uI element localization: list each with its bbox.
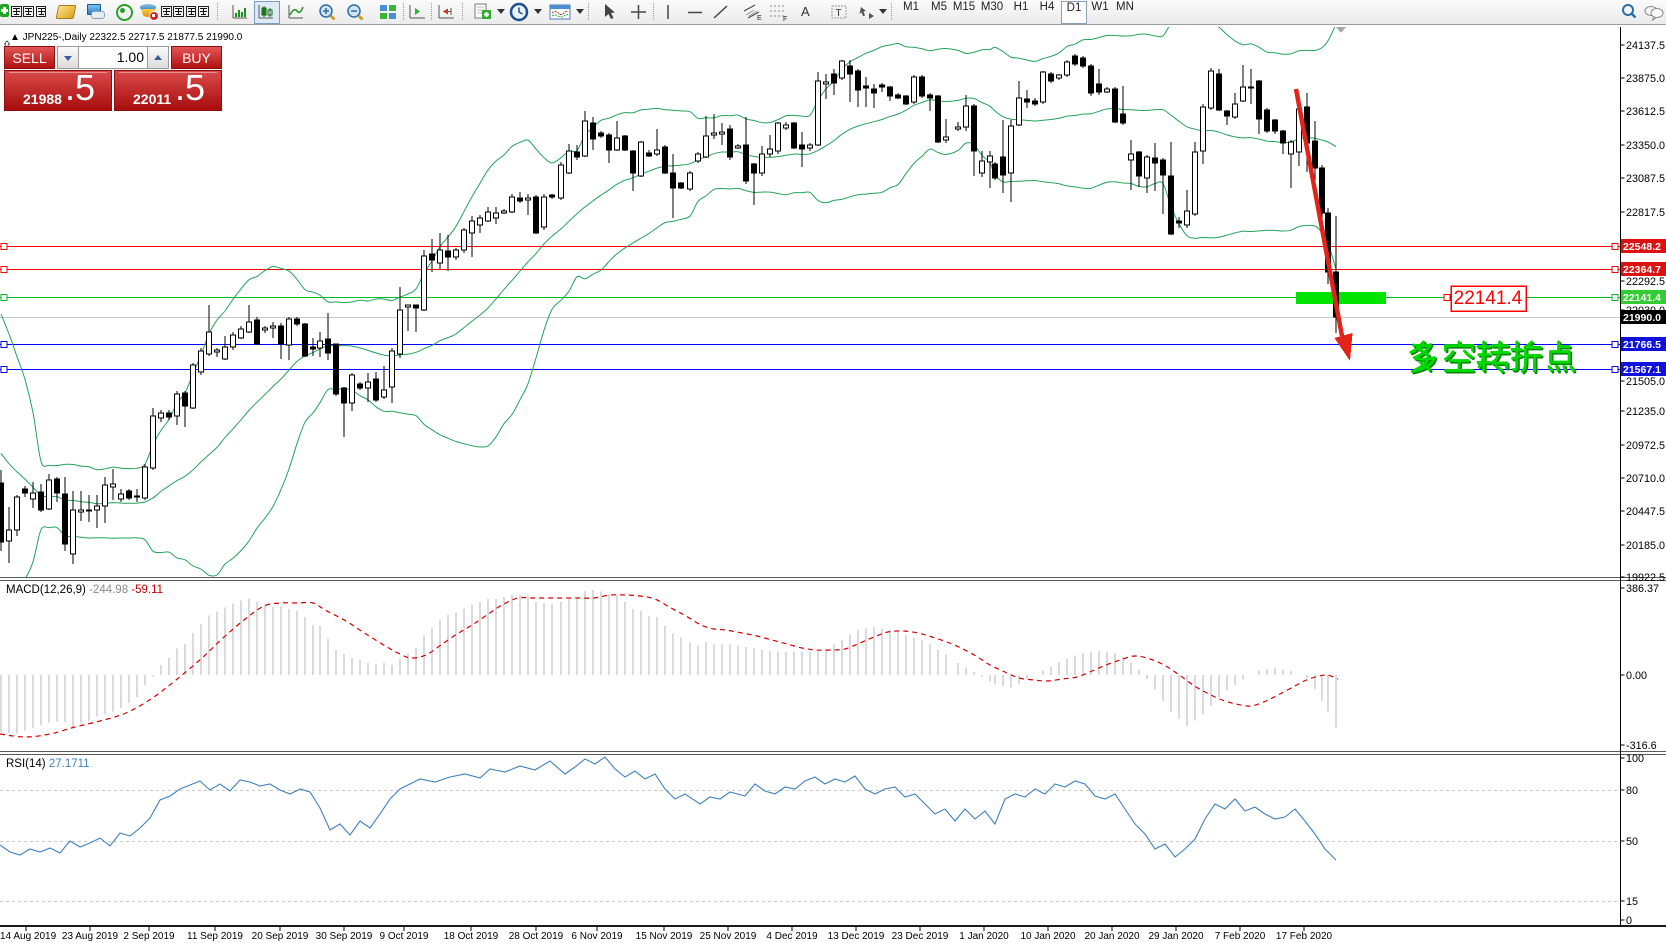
svg-text:21990.0: 21990.0 <box>1623 312 1661 324</box>
svg-text:22292.5: 22292.5 <box>1626 276 1665 288</box>
svg-text:18 Oct 2019: 18 Oct 2019 <box>444 931 499 942</box>
svg-text:21235.0: 21235.0 <box>1626 406 1665 418</box>
svg-text:24137.5: 24137.5 <box>1626 40 1665 52</box>
svg-text:11 Sep 2019: 11 Sep 2019 <box>187 931 243 942</box>
svg-text:▲ JPN225-,Daily 22322.5 22717: ▲ JPN225-,Daily 22322.5 22717.5 21877.5 … <box>10 32 243 43</box>
svg-text:50: 50 <box>1626 836 1638 848</box>
svg-text:14 Aug 2019: 14 Aug 2019 <box>0 931 57 942</box>
svg-text:23612.5: 23612.5 <box>1626 106 1665 118</box>
svg-text:21766.5: 21766.5 <box>1623 339 1661 351</box>
svg-text:E: E <box>757 15 762 22</box>
svg-text:21567.1: 21567.1 <box>1623 364 1661 376</box>
svg-text:-316.6: -316.6 <box>1626 740 1657 752</box>
svg-text:80: 80 <box>1626 785 1638 797</box>
svg-text:20 Sep 2019: 20 Sep 2019 <box>252 931 309 942</box>
svg-text:RSI(14) 27.1711: RSI(14) 27.1711 <box>6 758 90 770</box>
svg-text:100: 100 <box>1626 753 1644 765</box>
svg-text:13 Dec 2019: 13 Dec 2019 <box>828 931 885 942</box>
svg-text:20 Jan 2020: 20 Jan 2020 <box>1084 931 1139 942</box>
svg-text:10 Jan 2020: 10 Jan 2020 <box>1020 931 1075 942</box>
svg-text:25 Nov 2019: 25 Nov 2019 <box>700 931 757 942</box>
svg-text:23 Dec 2019: 23 Dec 2019 <box>892 931 949 942</box>
svg-text:386.37: 386.37 <box>1626 583 1659 595</box>
svg-text:22141.4: 22141.4 <box>1454 288 1523 309</box>
svg-text:28 Oct 2019: 28 Oct 2019 <box>509 931 564 942</box>
svg-text:23 Aug 2019: 23 Aug 2019 <box>62 931 119 942</box>
svg-text:22548.2: 22548.2 <box>1623 241 1661 253</box>
svg-text:22817.5: 22817.5 <box>1626 207 1665 219</box>
svg-text:2 Sep 2019: 2 Sep 2019 <box>123 931 175 942</box>
svg-text:20972.5: 20972.5 <box>1626 440 1665 452</box>
svg-text:22364.7: 22364.7 <box>1623 264 1661 276</box>
svg-text:0.00: 0.00 <box>1626 670 1647 682</box>
svg-text:20447.5: 20447.5 <box>1626 506 1665 518</box>
svg-text:9 Oct 2019: 9 Oct 2019 <box>380 931 429 942</box>
svg-text:15 Nov 2019: 15 Nov 2019 <box>636 931 693 942</box>
svg-text:19922.5: 19922.5 <box>1626 572 1665 584</box>
svg-text:20710.0: 20710.0 <box>1626 473 1665 485</box>
svg-text:1 Jan 2020: 1 Jan 2020 <box>959 931 1009 942</box>
svg-text:MACD(12,26,9) -244.98 -59.11: MACD(12,26,9) -244.98 -59.11 <box>6 584 163 596</box>
svg-text:6 Nov 2019: 6 Nov 2019 <box>571 931 623 942</box>
svg-text:23350.0: 23350.0 <box>1626 140 1665 152</box>
svg-text:0: 0 <box>1626 915 1632 927</box>
svg-text:29 Jan 2020: 29 Jan 2020 <box>1148 931 1203 942</box>
svg-text:F: F <box>783 16 787 22</box>
svg-text:23875.0: 23875.0 <box>1626 73 1665 85</box>
svg-text:22141.4: 22141.4 <box>1623 292 1661 304</box>
svg-text:15: 15 <box>1626 896 1638 908</box>
svg-text:20185.0: 20185.0 <box>1626 540 1665 552</box>
svg-text:4 Dec 2019: 4 Dec 2019 <box>766 931 818 942</box>
svg-text:T: T <box>836 8 842 19</box>
svg-text:30 Sep 2019: 30 Sep 2019 <box>316 931 373 942</box>
svg-text:21505.0: 21505.0 <box>1626 376 1665 388</box>
svg-text:7 Feb 2020: 7 Feb 2020 <box>1215 931 1266 942</box>
svg-text:23087.5: 23087.5 <box>1626 173 1665 185</box>
svg-text:17 Feb 2020: 17 Feb 2020 <box>1276 931 1333 942</box>
